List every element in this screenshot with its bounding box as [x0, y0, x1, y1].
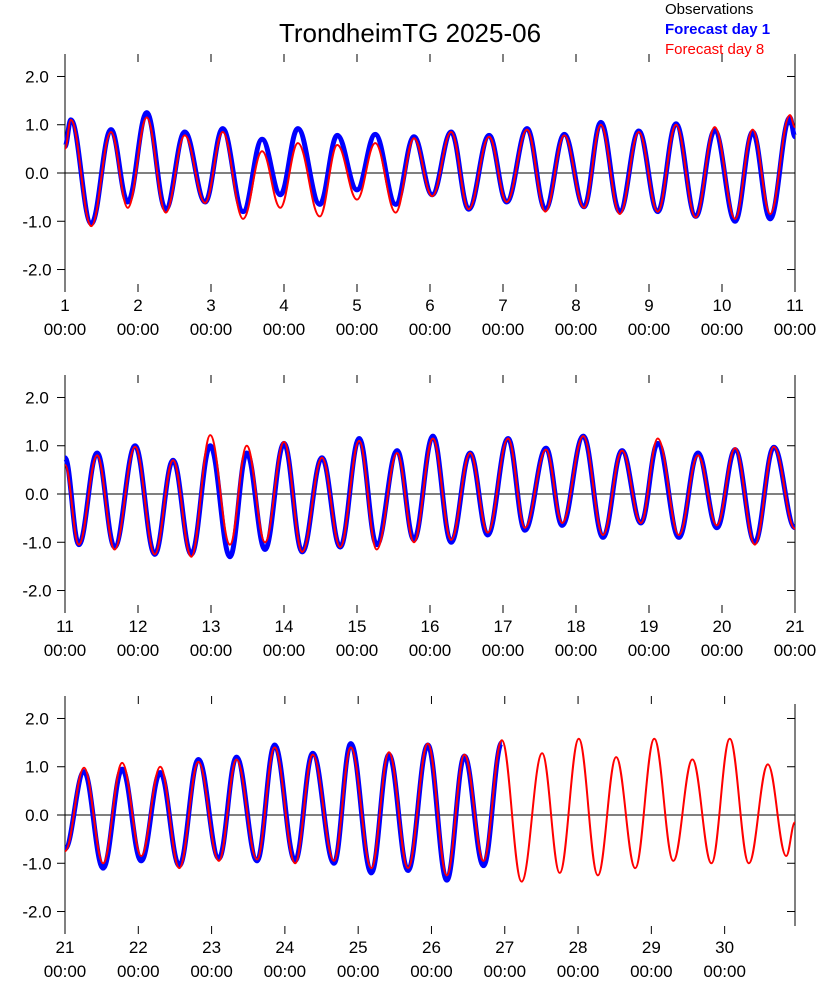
y-tick-label: 0.0: [25, 485, 49, 504]
x-tick-label: 23 00:00: [190, 938, 233, 981]
series-line: [62, 433, 798, 560]
x-tick-label: 26 00:00: [410, 938, 453, 981]
x-tick-label: 9 00:00: [628, 296, 671, 339]
x-tick-label: 7 00:00: [482, 296, 525, 339]
y-tick-label: 2.0: [25, 709, 49, 728]
x-tick-label: 13 00:00: [190, 617, 233, 660]
x-tick-label: 22 00:00: [117, 938, 160, 981]
y-tick-label: 2.0: [25, 67, 49, 86]
x-tick-label: 8 00:00: [555, 296, 598, 339]
x-tick-label: 16 00:00: [409, 617, 452, 660]
x-tick-label: 6 00:00: [409, 296, 452, 339]
x-tick-label: 28 00:00: [557, 938, 600, 981]
series-line: [64, 434, 796, 558]
x-tick-label: 30 00:00: [703, 938, 746, 981]
x-tick-label: 11 00:00: [44, 617, 87, 660]
y-tick-label: -2.0: [22, 582, 51, 601]
y-tick-label: 2.0: [25, 388, 49, 407]
series-line: [62, 740, 505, 883]
x-tick-label: 1 00:00: [44, 296, 87, 339]
x-tick-label: 10 00:00: [701, 296, 744, 339]
x-tick-label: 18 00:00: [555, 617, 598, 660]
x-tick-label: 5 00:00: [336, 296, 379, 339]
legend-entry: Observations: [665, 1, 753, 18]
legend-entry: Forecast day 1: [665, 21, 770, 38]
x-tick-label: 21 00:00: [44, 938, 87, 981]
x-tick-label: 4 00:00: [263, 296, 306, 339]
y-tick-label: -2.0: [22, 261, 51, 280]
x-tick-label: 2 00:00: [117, 296, 160, 339]
x-tick-label: 21 00:00: [774, 617, 817, 660]
x-tick-label: 27 00:00: [483, 938, 526, 981]
x-tick-label: 17 00:00: [482, 617, 525, 660]
y-tick-label: 1.0: [25, 437, 49, 456]
series-line: [64, 114, 796, 228]
y-tick-label: -1.0: [22, 854, 51, 873]
y-tick-label: -1.0: [22, 533, 51, 552]
y-tick-label: -2.0: [22, 903, 51, 922]
x-tick-label: 24 00:00: [264, 938, 307, 981]
x-tick-label: 29 00:00: [630, 938, 673, 981]
x-tick-label: 19 00:00: [628, 617, 671, 660]
y-tick-label: 0.0: [25, 806, 49, 825]
legend-entry: Forecast day 8: [665, 41, 764, 58]
y-tick-label: -1.0: [22, 212, 51, 231]
x-tick-label: 20 00:00: [701, 617, 744, 660]
y-tick-label: 1.0: [25, 758, 49, 777]
y-tick-label: 0.0: [25, 164, 49, 183]
series-line: [64, 737, 796, 883]
chart-title: TrondheimTG 2025-06: [279, 18, 541, 48]
x-tick-label: 11 00:00: [774, 296, 817, 339]
x-tick-label: 12 00:00: [117, 617, 160, 660]
x-tick-label: 3 00:00: [190, 296, 233, 339]
x-tick-label: 14 00:00: [263, 617, 306, 660]
x-tick-label: 25 00:00: [337, 938, 380, 981]
y-tick-label: 1.0: [25, 116, 49, 135]
x-tick-label: 15 00:00: [336, 617, 379, 660]
